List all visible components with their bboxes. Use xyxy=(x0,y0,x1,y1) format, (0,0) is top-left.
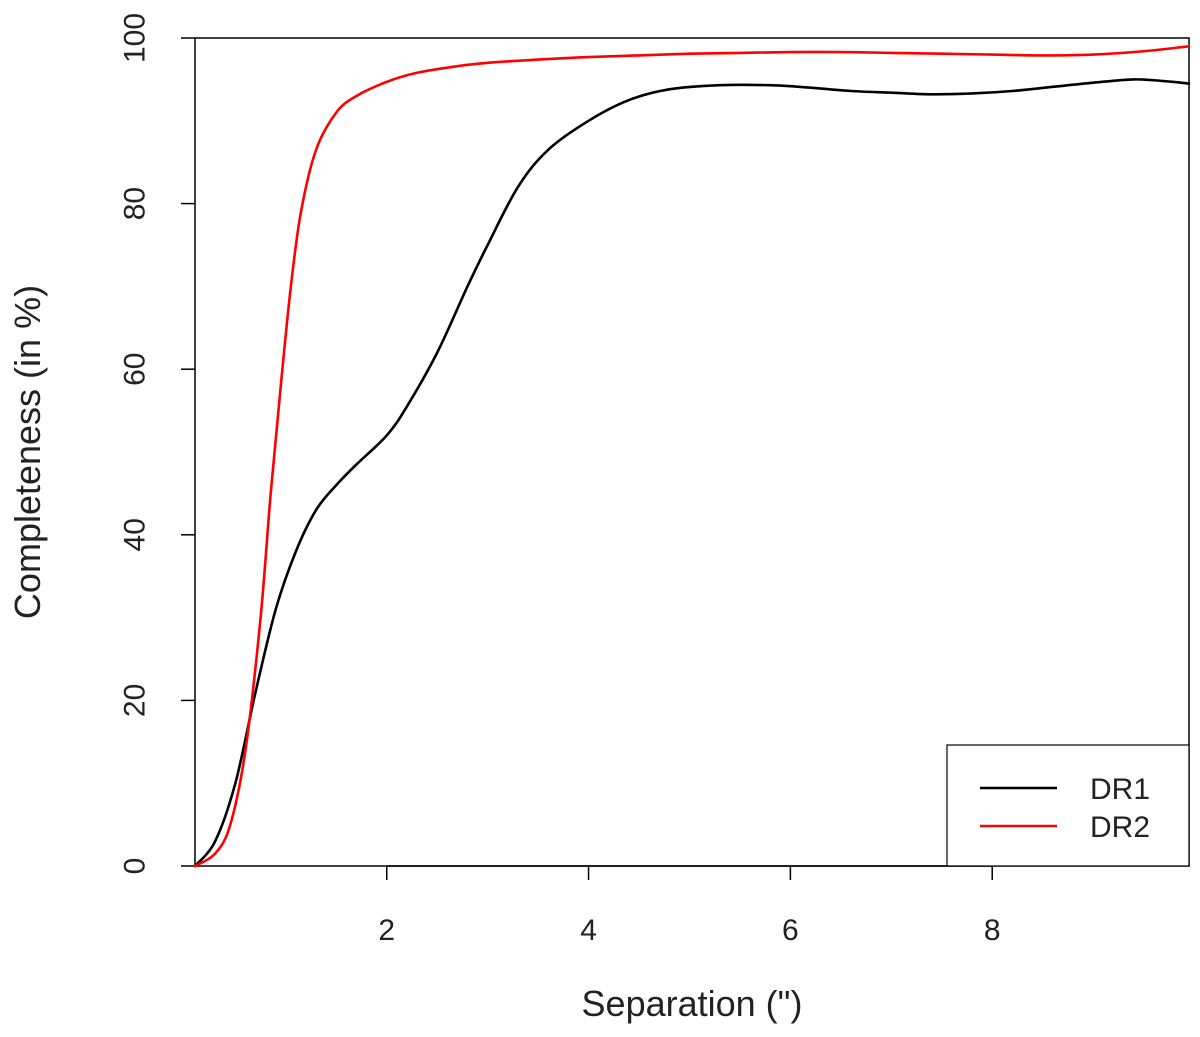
series-line-dr1 xyxy=(193,78,1191,868)
legend-label-dr1: DR1 xyxy=(1090,773,1150,806)
y-tick-label: 60 xyxy=(119,353,152,386)
x-tick-label: 8 xyxy=(984,914,1001,947)
y-tick-label: 100 xyxy=(119,13,152,63)
legend: DR1 DR2 xyxy=(946,744,1190,867)
series-lines xyxy=(193,44,1191,868)
x-tick-label: 4 xyxy=(580,914,597,947)
y-tick-label: 0 xyxy=(119,858,152,875)
y-tick-label: 20 xyxy=(119,684,152,717)
plot-frame xyxy=(194,37,1190,867)
x-tick-label: 2 xyxy=(378,914,395,947)
x-axis-label: Separation (") xyxy=(582,983,803,1024)
y-tick-label: 80 xyxy=(119,187,152,220)
y-axis-label: Completeness (in %) xyxy=(7,285,48,619)
legend-box xyxy=(946,744,1190,867)
x-tick-label: 6 xyxy=(782,914,799,947)
legend-label-dr2: DR2 xyxy=(1090,811,1150,844)
y-tick-label: 40 xyxy=(119,518,152,551)
axis-ticks: 0 20 40 60 80 100 2 4 6 8 xyxy=(119,13,1001,947)
series-line-dr2 xyxy=(193,44,1191,868)
